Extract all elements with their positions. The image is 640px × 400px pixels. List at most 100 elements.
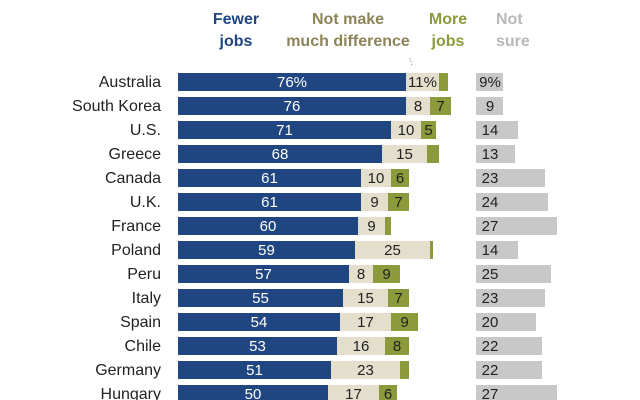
- value-label-more-jobs: 6: [396, 170, 404, 187]
- header-pointer-line: [409, 57, 413, 67]
- row-south-korea: South Korea 76 8 7 9: [72, 97, 503, 115]
- bar-fewer-jobs: [178, 145, 382, 163]
- country-label: Italy: [132, 290, 161, 307]
- value-label-no-difference: 11%: [408, 74, 437, 91]
- bar-fewer-jobs: [178, 385, 328, 400]
- bar-not-sure: [476, 121, 518, 139]
- bar-more-jobs: [421, 121, 436, 139]
- bar-not-sure: [476, 361, 542, 379]
- header-not-make-difference-line-2: much difference: [286, 33, 410, 50]
- value-label-fewer-jobs: 71: [276, 122, 293, 139]
- header-fewer-jobs-line-1: Fewer: [213, 11, 259, 28]
- value-label-not-sure: 22: [482, 362, 499, 379]
- bar-more-jobs: [391, 313, 418, 331]
- bar-fewer-jobs: [178, 313, 340, 331]
- bar-fewer-jobs: [178, 337, 337, 355]
- value-label-not-sure: 14: [482, 122, 499, 139]
- bar-fewer-jobs: [178, 289, 343, 307]
- value-label-no-difference: 25: [384, 242, 401, 259]
- bar-more-jobs: [391, 169, 409, 187]
- bar-more-jobs: [385, 217, 391, 235]
- value-label-not-sure: 25: [482, 266, 499, 283]
- bar-no-difference: [349, 265, 373, 283]
- value-label-no-difference: 8: [357, 266, 365, 283]
- bar-more-jobs: [385, 337, 409, 355]
- value-label-no-difference: 9: [370, 194, 378, 211]
- bar-more-jobs: [373, 265, 400, 283]
- row-hungary: Hungary 50 17 6 27: [101, 385, 557, 400]
- bar-no-difference: [361, 193, 388, 211]
- value-label-fewer-jobs: 50: [245, 386, 262, 400]
- value-label-no-difference: 17: [345, 386, 362, 400]
- bar-more-jobs: [388, 193, 409, 211]
- bar-no-difference: [328, 385, 379, 400]
- value-label-fewer-jobs: 76%: [277, 74, 307, 91]
- row-greece: Greece 68 15 13: [109, 145, 515, 163]
- bar-no-difference: [406, 97, 430, 115]
- value-label-not-sure: 23: [482, 170, 499, 187]
- country-label: Canada: [105, 170, 161, 187]
- value-label-no-difference: 9: [367, 218, 375, 235]
- header-more-jobs-line-1: More: [429, 11, 467, 28]
- bar-fewer-jobs: [178, 193, 361, 211]
- chart-rows: Australia 76% 11% 9%South Korea 76 8 7 9U.S. 71 1…: [72, 73, 557, 400]
- bar-no-difference: [391, 121, 421, 139]
- bar-no-difference: [340, 313, 391, 331]
- bar-fewer-jobs: [178, 361, 331, 379]
- bar-not-sure: [476, 265, 551, 283]
- bar-no-difference: [361, 169, 391, 187]
- bar-not-sure: [476, 385, 557, 400]
- bar-not-sure: [476, 193, 548, 211]
- bar-not-sure: [476, 169, 545, 187]
- country-label: Hungary: [101, 386, 161, 400]
- bar-no-difference: [343, 289, 388, 307]
- value-label-more-jobs: 9: [382, 266, 390, 283]
- country-label: Spain: [120, 314, 161, 331]
- country-label: Peru: [127, 266, 161, 283]
- bar-more-jobs: [400, 361, 409, 379]
- bar-more-jobs: [427, 145, 439, 163]
- row-u-s: U.S. 71 10 5 14: [130, 121, 518, 139]
- bar-more-jobs: [439, 73, 448, 91]
- value-label-not-sure: 13: [482, 146, 499, 163]
- bar-more-jobs: [430, 97, 451, 115]
- bar-fewer-jobs: [178, 265, 349, 283]
- row-canada: Canada 61 10 6 23: [105, 169, 545, 187]
- bar-more-jobs: [430, 241, 433, 259]
- country-label: U.S.: [130, 122, 161, 139]
- value-label-fewer-jobs: 60: [260, 218, 277, 235]
- value-label-more-jobs: 9: [400, 314, 408, 331]
- row-france: France 60 9 27: [111, 217, 557, 235]
- value-label-not-sure: 20: [482, 314, 499, 331]
- bar-no-difference: [382, 145, 427, 163]
- value-label-more-jobs: 5: [424, 122, 432, 139]
- bar-fewer-jobs: [178, 97, 406, 115]
- bar-more-jobs: [379, 385, 397, 400]
- country-label: Germany: [95, 362, 161, 379]
- row-chile: Chile 53 16 8 22: [125, 337, 542, 355]
- bar-no-difference: [337, 337, 385, 355]
- header-fewer-jobs-line-2: jobs: [219, 33, 253, 50]
- value-label-fewer-jobs: 61: [261, 194, 278, 211]
- row-peru: Peru 57 8 9 25: [127, 265, 551, 283]
- value-label-fewer-jobs: 57: [255, 266, 272, 283]
- value-label-fewer-jobs: 61: [261, 170, 278, 187]
- bar-not-sure: [476, 289, 545, 307]
- bar-no-difference: [355, 241, 430, 259]
- value-label-no-difference: 16: [353, 338, 370, 355]
- value-label-not-sure: 14: [482, 242, 499, 259]
- country-label: Chile: [125, 338, 162, 355]
- value-label-fewer-jobs: 76: [284, 98, 301, 115]
- bar-fewer-jobs: [178, 217, 358, 235]
- value-label-more-jobs: 8: [393, 338, 401, 355]
- value-label-no-difference: 15: [396, 146, 413, 163]
- bar-fewer-jobs: [178, 169, 361, 187]
- bar-not-sure: [476, 145, 515, 163]
- bar-not-sure: [476, 241, 518, 259]
- bar-not-sure: [476, 313, 536, 331]
- row-spain: Spain 54 17 9 20: [120, 313, 536, 331]
- bar-fewer-jobs: [178, 121, 391, 139]
- value-label-not-sure: 27: [482, 386, 499, 400]
- value-label-fewer-jobs: 68: [272, 146, 289, 163]
